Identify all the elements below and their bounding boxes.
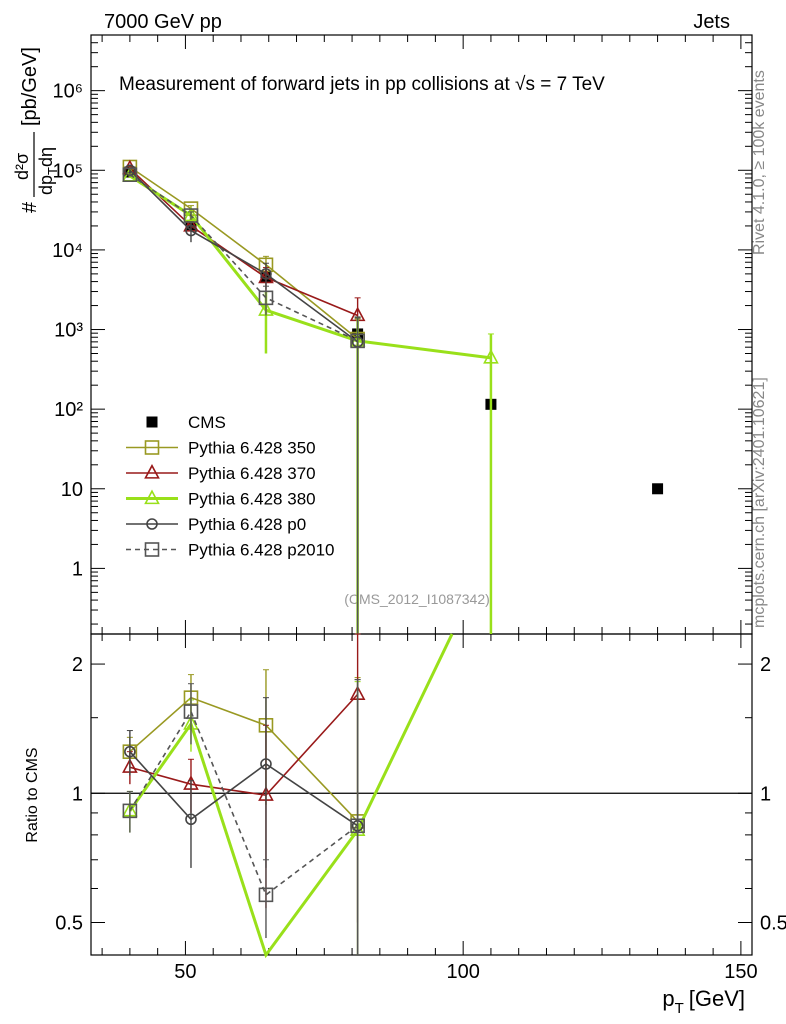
ratio-plot-frame [90, 633, 753, 956]
header-right: Jets [693, 11, 730, 33]
main-data-point [483, 348, 499, 364]
legend-marker [146, 416, 158, 428]
main-y-tick-label: 10⁴ [52, 240, 83, 262]
plot-title-main: Measurement of forward jets in pp collis… [119, 74, 510, 95]
main-axis-ticks: 1 10 10² 10³ 10⁴ 10⁵ 10⁶ [52, 34, 752, 634]
main-data-point [185, 224, 197, 237]
header-left: 7000 GeV pp [104, 11, 222, 33]
main-series-4 [124, 164, 364, 634]
x-tick-label: 100 [446, 961, 479, 983]
ratio-y-tick-label: 2 [72, 654, 83, 676]
legend-label: Pythia 6.428 380 [188, 490, 316, 509]
ratio-data-point [185, 813, 197, 826]
ratio-y-tick-label: 1 [72, 783, 83, 805]
rivet-version-text: Rivet 4.1.0, ≥ 100k events [751, 70, 768, 255]
main-data-point [258, 290, 274, 306]
ratio-series-line [128, 633, 454, 959]
main-data-point [350, 333, 365, 349]
main-series-line [129, 166, 359, 340]
ratio-series-3 [124, 679, 364, 955]
ratio-y-tick-label-right: 0.5 [760, 912, 786, 934]
ratio-y-tick-label-right: 1 [760, 783, 771, 805]
main-y-tick-label: 10² [54, 399, 83, 421]
legend-marker [146, 518, 158, 530]
y-label-unit: [pb/GeV] [19, 47, 41, 126]
legend-entry-2: Pythia 6.428 370 [126, 463, 316, 483]
ratio-series-line [129, 696, 359, 822]
ratio-series-1 [122, 633, 366, 923]
x-label-p: p [662, 986, 674, 1011]
legend-entry-3: Pythia 6.428 380 [126, 489, 316, 509]
main-series-3 [122, 166, 499, 634]
main-data-point [122, 167, 138, 182]
ratio-data-point [258, 887, 274, 903]
legend-entry-0: CMS [146, 413, 226, 432]
y-label-numerator: d²σ [12, 153, 32, 180]
main-y-tick-label: 1 [72, 558, 83, 580]
main-series-layer [122, 159, 664, 634]
plot-title: Measurement of forward jets in pp collis… [119, 74, 605, 95]
ratio-series-layer [122, 633, 454, 959]
legend-entry-1: Pythia 6.428 350 [126, 439, 316, 458]
main-y-tick-label: 10 [61, 479, 83, 501]
legend-marker [144, 542, 160, 557]
ratio-y-tick-label: 0.5 [55, 912, 83, 934]
legend-label: Pythia 6.428 370 [188, 464, 316, 483]
y-label-denominator: dpTdη [36, 147, 60, 195]
main-data-point [652, 483, 664, 495]
ratio-series-4 [122, 679, 365, 955]
main-y-tick-label: 10⁶ [53, 81, 83, 103]
legend-marker [144, 463, 160, 479]
ratio-series-0 [122, 669, 365, 955]
main-series-2 [122, 159, 366, 354]
main-series-line [129, 174, 358, 342]
x-label-sub: T [675, 1000, 684, 1017]
x-tick-label: 150 [724, 961, 757, 983]
main-series-5 [122, 167, 365, 634]
ratio-data-point [260, 758, 272, 770]
ratio-data-point [124, 745, 136, 758]
legend-marker [144, 489, 160, 505]
ratio-y-axis-label: Ratio to CMS [24, 747, 41, 842]
ratio-series-line [129, 693, 359, 797]
x-tick-label: 50 [174, 961, 196, 983]
mcplots-text: mcplots.cern.ch [arXiv:2401.10621] [751, 377, 768, 628]
legend: CMS Pythia 6.428 350 Pythia 6.428 370 Pythi… [126, 413, 335, 560]
legend-label: CMS [188, 413, 226, 432]
ratio-series-line [129, 751, 359, 827]
ratio-series-line [129, 709, 359, 897]
main-data-point [183, 206, 199, 222]
y-label-den-b: dη [36, 147, 56, 167]
ratio-axis-ticks: 50 100 150 0.5 0.5 1 1 2 2 [55, 634, 786, 983]
y-label-hash: # [19, 201, 41, 213]
legend-label: Pythia 6.428 p2010 [188, 541, 335, 560]
ratio-data-point [350, 818, 365, 834]
ratio-y-tick-label-right: 2 [760, 654, 771, 676]
ratio-data-point [183, 704, 199, 719]
y-label-den-sub: T [45, 167, 60, 175]
main-series-line [129, 169, 359, 343]
analysis-id: (CMS_2012_I1087342) [344, 591, 490, 607]
x-label-unit: [GeV] [689, 986, 745, 1011]
plot-title-energy: = 7 TeV [540, 74, 605, 95]
main-data-point [183, 208, 199, 223]
plot-title-sqrt: √s [515, 74, 535, 95]
main-y-tick-label: 10³ [54, 320, 83, 342]
ratio-series-2 [122, 633, 454, 959]
legend-entry-4: Pythia 6.428 p0 [126, 515, 306, 534]
legend-label: Pythia 6.428 p0 [188, 515, 306, 534]
x-axis-label: pT [GeV] [662, 986, 745, 1017]
main-y-axis-label: # d²σ dpTdη [pb/GeV] [12, 47, 60, 213]
ratio-data-point [122, 803, 138, 819]
legend-label: Pythia 6.428 350 [188, 439, 316, 458]
main-y-tick-label: 10⁵ [52, 160, 83, 182]
main-data-point [260, 268, 272, 280]
legend-marker [144, 440, 160, 455]
y-label-den-a: dp [36, 175, 56, 195]
legend-entry-5: Pythia 6.428 p2010 [126, 541, 335, 560]
